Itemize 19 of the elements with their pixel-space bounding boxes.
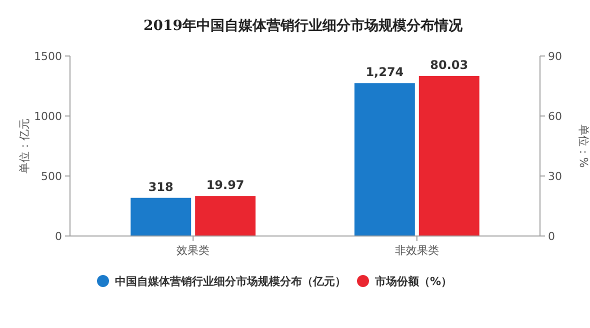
- data-label: 318: [148, 180, 174, 194]
- y-tick-label: 500: [41, 170, 62, 183]
- legend-label: 市场份额（%）: [374, 274, 452, 288]
- y2-axis-title: 单位：%: [577, 124, 590, 168]
- data-label: 1,274: [366, 65, 404, 80]
- y2-tick-label: 90: [548, 50, 562, 63]
- y-axis-title: 单位：亿元: [18, 118, 31, 174]
- data-label: 19.97: [206, 178, 244, 192]
- y-tick-label: 0: [55, 230, 62, 243]
- y2-tick-label: 0: [548, 230, 555, 243]
- chart-title: 2019年中国自媒体营销行业细分市场规模分布情况: [144, 17, 464, 34]
- legend-label: 中国自媒体营销行业细分市场规模分布（亿元）: [115, 274, 346, 288]
- x-tick-label: 效果类: [176, 244, 210, 257]
- y2-tick-label: 30: [548, 170, 562, 183]
- y-tick-label: 1500: [34, 50, 62, 63]
- y-tick-label: 1000: [34, 110, 62, 123]
- y2-tick-label: 60: [548, 110, 562, 123]
- data-label: 80.03: [430, 58, 468, 72]
- x-tick-label: 非效果类: [394, 244, 439, 257]
